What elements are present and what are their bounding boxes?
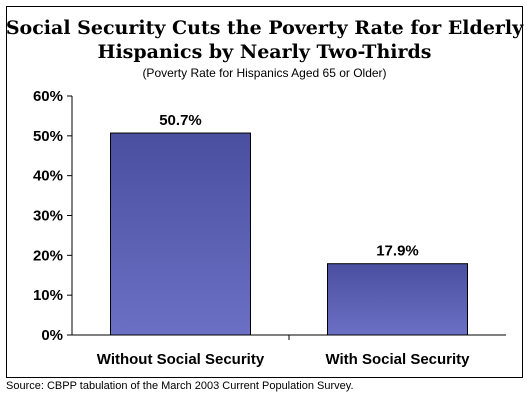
y-tick-label: 40% — [33, 168, 63, 185]
data-label: 17.9% — [376, 243, 419, 260]
chart-subtitle: (Poverty Rate for Hispanics Aged 65 or O… — [142, 66, 387, 80]
x-category-label: With Social Security — [325, 351, 470, 368]
chart-title-line-1: Social Security Cuts the Poverty Rate fo… — [5, 17, 524, 39]
y-tick-label: 0% — [41, 327, 63, 344]
y-tick-label: 20% — [33, 247, 63, 264]
source-note: Source: CBPP tabulation of the March 200… — [6, 380, 354, 392]
y-tick-label: 60% — [33, 88, 63, 105]
y-tick-label: 10% — [33, 287, 63, 304]
data-label: 50.7% — [159, 112, 202, 129]
bar — [110, 132, 251, 336]
x-category-label: Without Social Security — [97, 351, 265, 368]
bar — [327, 263, 468, 336]
chart-title-line-2: Hispanics by Nearly Two-Thirds — [97, 41, 432, 63]
y-tick-label: 30% — [33, 208, 63, 225]
y-tick-label: 50% — [33, 128, 63, 145]
